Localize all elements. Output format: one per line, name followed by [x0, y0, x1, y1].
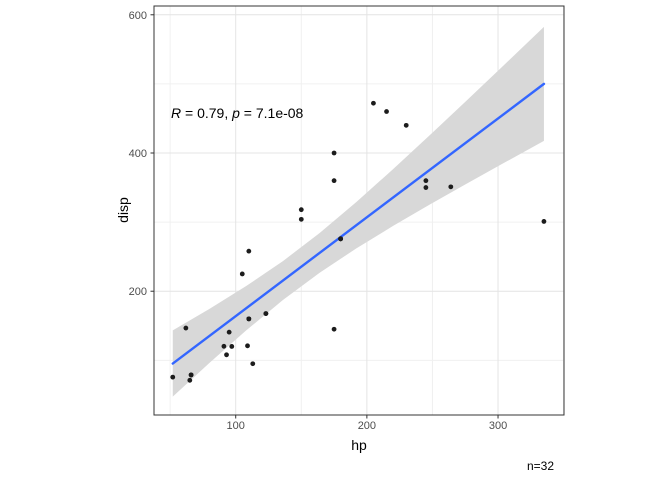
data-point	[331, 150, 337, 156]
y-tick-label: 400	[129, 148, 147, 160]
data-point	[245, 343, 250, 349]
y-tick-label: 600	[129, 10, 147, 22]
x-tick-label: 300	[489, 420, 507, 432]
x-tick-label: 200	[358, 420, 376, 432]
data-point	[423, 185, 429, 190]
y-axis-title: disp	[115, 197, 131, 223]
data-point	[187, 377, 193, 383]
data-point	[371, 100, 376, 106]
data-point	[246, 248, 252, 254]
sample-size-caption: n=32	[526, 459, 554, 473]
data-point	[263, 311, 269, 317]
data-point	[170, 374, 176, 380]
data-point	[239, 271, 245, 277]
panel-border	[153, 5, 565, 416]
data-point	[298, 216, 304, 222]
regression-line	[171, 82, 546, 365]
annotation-stat-symbol: R	[171, 105, 182, 121]
data-point	[384, 109, 389, 114]
annotation-stat-value: = 0.79,	[181, 105, 233, 121]
annotation-stat-value: = 7.1e-08	[239, 105, 304, 121]
data-point	[338, 236, 344, 242]
data-point	[403, 122, 409, 128]
data-point	[541, 219, 547, 224]
data-point	[188, 372, 194, 378]
data-point	[229, 344, 235, 349]
x-axis-title: hp	[351, 437, 367, 453]
data-point	[423, 178, 429, 184]
data-point	[331, 178, 337, 184]
data-point	[183, 325, 189, 331]
annotation-stat-symbol: p	[232, 105, 240, 121]
y-tick-label: 200	[129, 286, 147, 298]
data-point	[246, 316, 252, 322]
data-point	[226, 329, 232, 335]
data-point	[221, 343, 227, 349]
x-tick-label: 100	[227, 420, 245, 432]
data-point	[298, 207, 304, 213]
data-point	[250, 361, 256, 367]
data-point	[448, 184, 454, 190]
confidence-ribbon	[172, 26, 544, 397]
correlation-annotation: R = 0.79, p = 7.1e-08	[171, 105, 303, 121]
data-point	[331, 326, 337, 332]
data-point	[224, 352, 229, 358]
